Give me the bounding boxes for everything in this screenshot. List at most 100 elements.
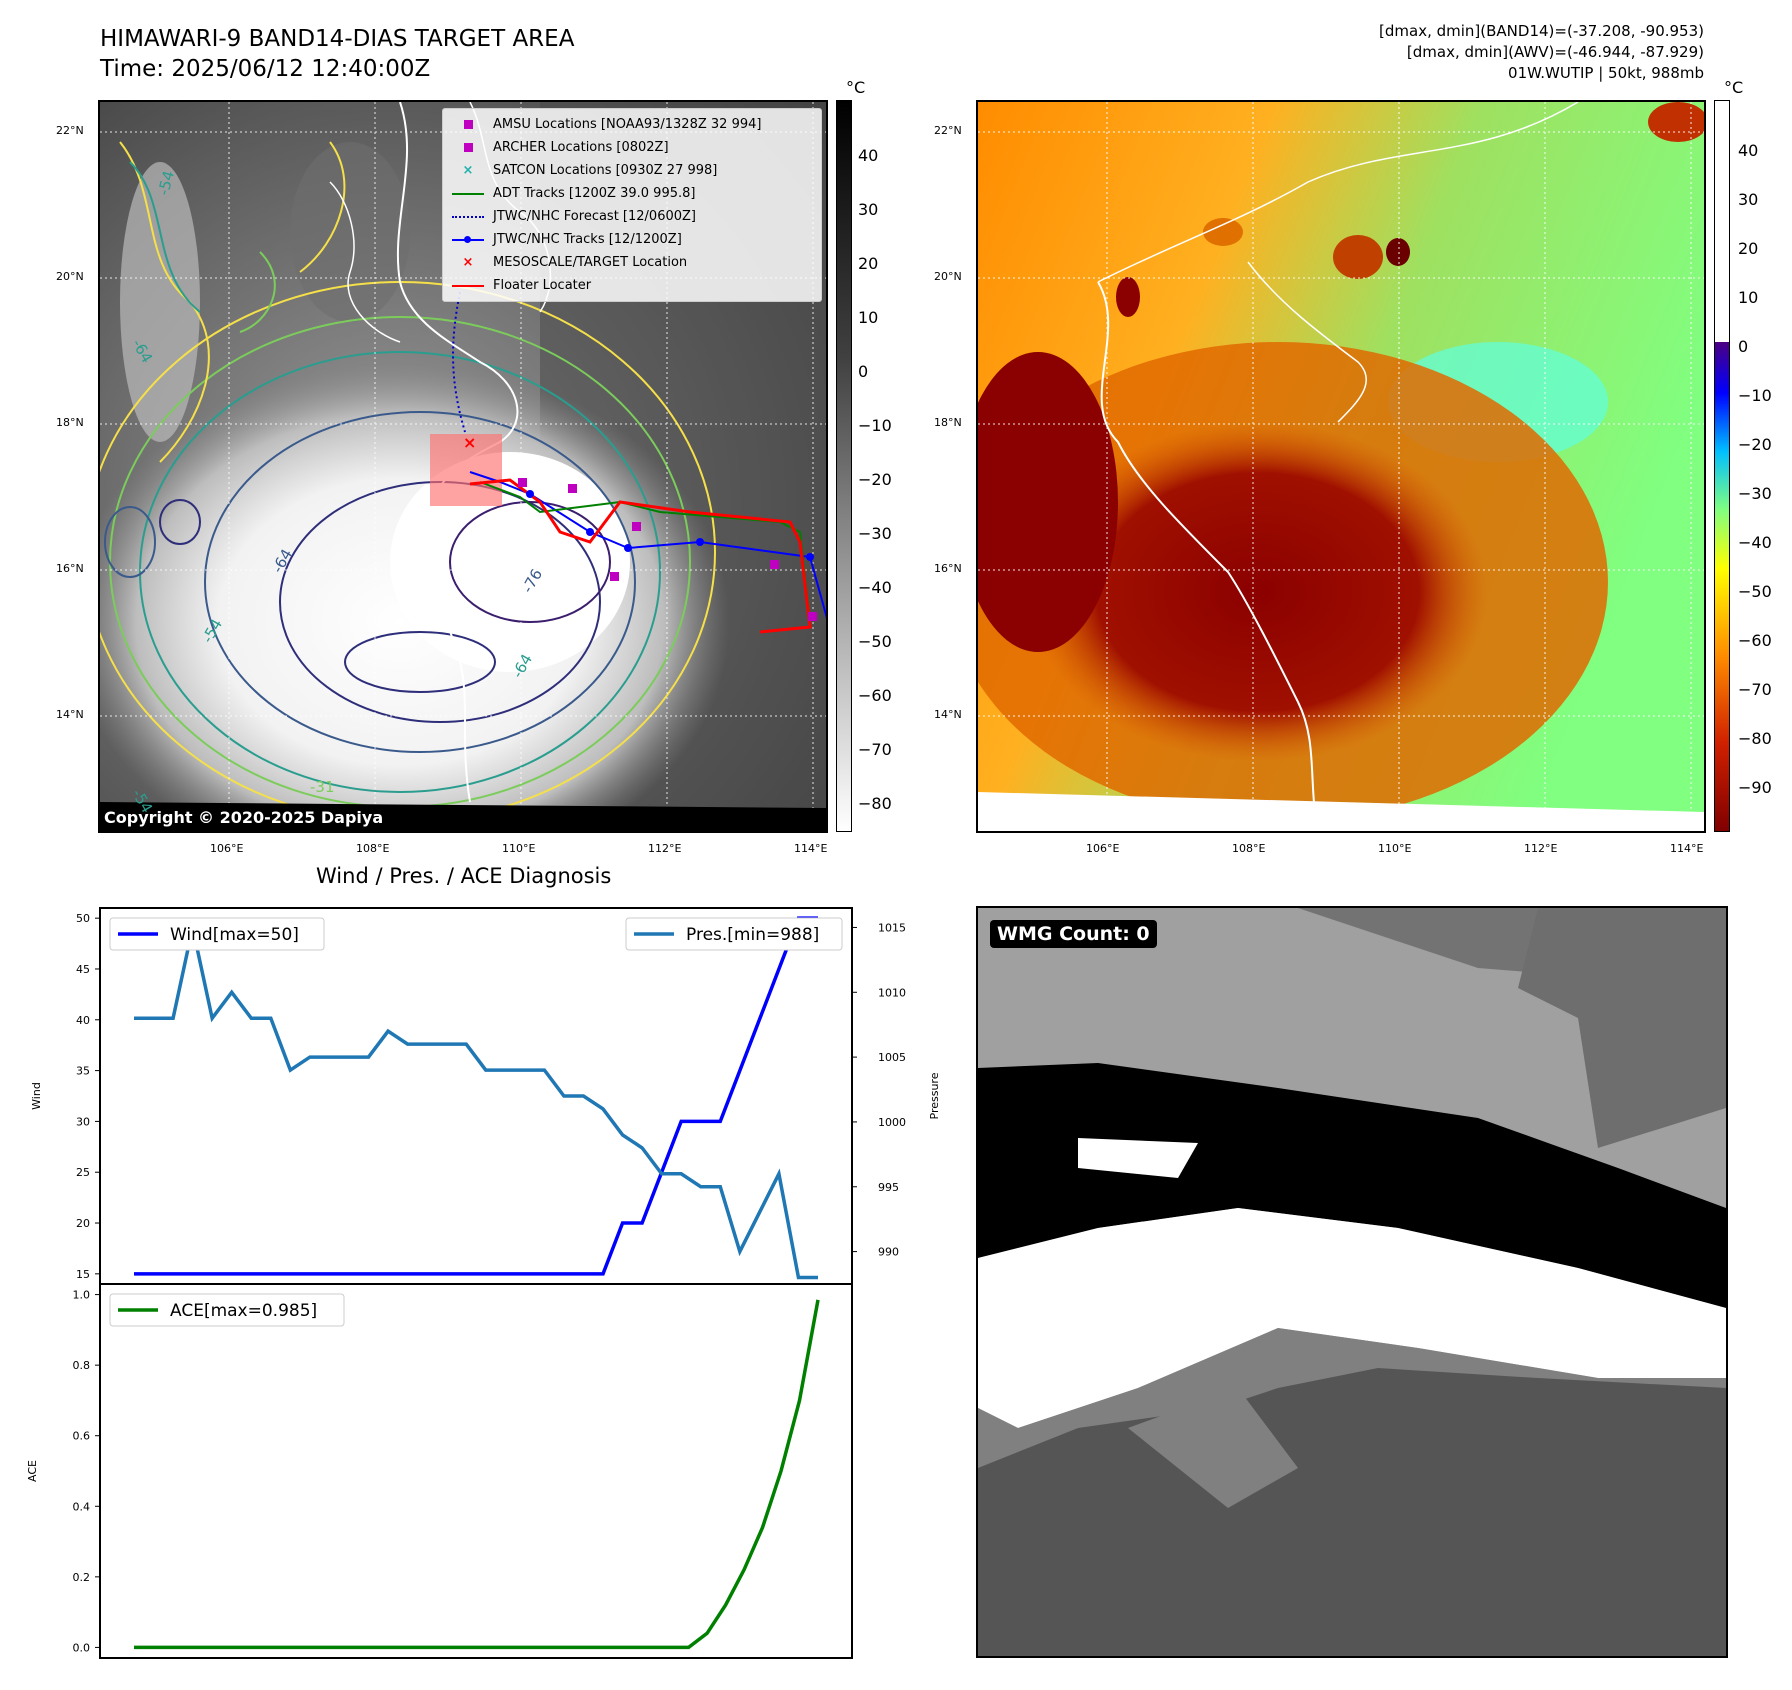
- awv-map-panel: [976, 100, 1706, 833]
- awv-colorbar-tick-label: −70: [1738, 680, 1772, 699]
- awv-colorbar-tick-label: 30: [1738, 190, 1759, 209]
- awv-colorbar: [1714, 100, 1730, 832]
- contour-label: -31: [310, 778, 335, 796]
- legend-item-forecast: JTWC/NHC Forecast [12/0600Z]: [451, 205, 813, 228]
- wind-tick-label: 35: [76, 1065, 90, 1078]
- figure-time: Time: 2025/06/12 12:40:00Z: [100, 56, 431, 82]
- pressure-legend-box: [625, 917, 843, 951]
- awv-colorbar-tick-label: 0: [1738, 337, 1749, 356]
- ir-colorbar-tick-label: 20: [858, 254, 879, 273]
- pressure-legend-label: Pres.[min=988]: [686, 925, 819, 945]
- copyright: Copyright © 2020-2025 Dapiya: [104, 808, 384, 827]
- svg-text:×: ×: [463, 433, 476, 452]
- lon-label: 106°E: [1086, 842, 1120, 855]
- wind-line: [134, 916, 818, 1276]
- legend-item-amsu: AMSU Locations [NOAA93/1328Z 32 994]: [451, 113, 813, 136]
- awv-map-image: [978, 102, 1704, 831]
- wind-legend-label: Wind[max=50]: [170, 925, 299, 945]
- lat-label: 16°N: [934, 562, 962, 575]
- pressure-tick-label: 990: [878, 1246, 899, 1259]
- awv-colorbar-tick-label: −50: [1738, 582, 1772, 601]
- wind-axes-frame: [99, 907, 853, 1285]
- lat-label: 18°N: [56, 416, 84, 429]
- ir-colorbar-tick-label: −50: [858, 632, 892, 651]
- ace-tick-label: 0.4: [73, 1500, 91, 1513]
- ace-tick-label: 1.0: [73, 1289, 91, 1302]
- ace-tick-label: 0.2: [73, 1571, 91, 1584]
- wind-tick-label: 50: [76, 912, 90, 925]
- lon-label: 110°E: [1378, 842, 1412, 855]
- legend-label: ADT Tracks [1200Z 39.0 995.8]: [493, 186, 696, 201]
- lon-label: 106°E: [210, 842, 244, 855]
- legend-item-floater: Floater Locater: [451, 274, 813, 297]
- legend-label: JTWC/NHC Forecast [12/0600Z]: [493, 209, 696, 224]
- lon-label: 112°E: [648, 842, 682, 855]
- awv-colorbar-tick-label: −40: [1738, 533, 1772, 552]
- awv-colorbar-tick-label: −20: [1738, 435, 1772, 454]
- ir-colorbar-tick-label: 40: [858, 146, 879, 165]
- lon-label: 108°E: [1232, 842, 1266, 855]
- ace-axes-frame: [99, 1283, 853, 1659]
- ace-legend-label: ACE[max=0.985]: [170, 1301, 317, 1321]
- ir-colorbar: [836, 100, 852, 832]
- wind-axis-label: Wind: [30, 1082, 43, 1110]
- wind-tick-label: 15: [76, 1268, 90, 1281]
- legend-item-archer: ARCHER Locations [0802Z]: [451, 136, 813, 159]
- pressure-tick-label: 1005: [878, 1051, 906, 1064]
- ir-colorbar-tick-label: −10: [858, 416, 892, 435]
- awv-colorbar-tick-label: −30: [1738, 484, 1772, 503]
- lat-label: 16°N: [56, 562, 84, 575]
- pressure-line: [134, 927, 818, 1280]
- awv-colorbar-tick-label: −10: [1738, 386, 1772, 405]
- ir-colorbar-tick-label: −40: [858, 578, 892, 597]
- ir-colorbar-tick-label: −60: [858, 686, 892, 705]
- ace-legend-box: [109, 1293, 345, 1327]
- ace-axis-label: ACE: [26, 1460, 39, 1482]
- legend-label: SATCON Locations [0930Z 27 998]: [493, 163, 718, 178]
- ir-colorbar-tick-label: 10: [858, 308, 879, 327]
- lat-label: 14°N: [56, 708, 84, 721]
- awv-colorbar-tick-label: −60: [1738, 631, 1772, 650]
- jtwc-track: [469, 471, 826, 619]
- ace-tick-label: 0.6: [73, 1430, 91, 1443]
- storm-info: 01W.WUTIP | 50kt, 988mb: [1508, 64, 1704, 82]
- legend-label: JTWC/NHC Tracks [12/1200Z]: [493, 232, 682, 247]
- lat-label: 14°N: [934, 708, 962, 721]
- wmg-image: [978, 908, 1726, 1656]
- ir-colorbar-tick-label: −20: [858, 470, 892, 489]
- legend-item-satcon: × SATCON Locations [0930Z 27 998]: [462, 163, 718, 178]
- ir-colorbar-unit: °C: [846, 78, 866, 97]
- wind-tick-label: 45: [76, 963, 90, 976]
- awv-colorbar-tick-label: −90: [1738, 778, 1772, 797]
- lon-label: 108°E: [356, 842, 390, 855]
- awv-colorbar-tick-label: −80: [1738, 729, 1772, 748]
- pressure-tick-label: 1000: [878, 1116, 906, 1129]
- legend-item-jtwc: JTWC/NHC Tracks [12/1200Z]: [451, 228, 813, 251]
- pressure-tick-label: 1010: [878, 986, 906, 999]
- adt-track: [479, 481, 811, 623]
- awv-colorbar-tick-label: 20: [1738, 239, 1759, 258]
- ir-colorbar-tick-label: 30: [858, 200, 879, 219]
- ir-colorbar-tick-label: 0: [858, 362, 869, 381]
- diagnosis-title: Wind / Pres. / ACE Diagnosis: [316, 864, 612, 888]
- lon-label: 110°E: [502, 842, 536, 855]
- legend-label: Floater Locater: [493, 278, 592, 293]
- lat-label: 18°N: [934, 416, 962, 429]
- ir-map-panel: × -54 -64 -64 -76 -64 -31 -54 -54 AMSU L…: [98, 100, 828, 833]
- wind-tick-label: 40: [76, 1014, 90, 1027]
- wmg-count-badge: WMG Count: 0: [990, 920, 1157, 948]
- awv-minmax: [dmax, dmin](AWV)=(-46.944, -87.929): [1406, 43, 1704, 61]
- awv-colorbar-unit: °C: [1724, 78, 1744, 97]
- pressure-tick-label: 995: [878, 1181, 899, 1194]
- ace-line: [134, 1299, 820, 1650]
- lat-label: 22°N: [934, 124, 962, 137]
- awv-colorbar-tick-label: 40: [1738, 141, 1759, 160]
- pressure-axis-label: Pressure: [928, 1072, 941, 1119]
- lat-label: 22°N: [56, 124, 84, 137]
- ace-tick-label: 0.8: [73, 1359, 91, 1372]
- wmg-panel: WMG Count: 0: [976, 906, 1728, 1658]
- track-legend: AMSU Locations [NOAA93/1328Z 32 994] ARC…: [442, 108, 822, 302]
- legend-label: AMSU Locations [NOAA93/1328Z 32 994]: [493, 117, 762, 132]
- ace-tick-label: 0.0: [73, 1641, 91, 1654]
- legend-item-adt: ADT Tracks [1200Z 39.0 995.8]: [451, 182, 813, 205]
